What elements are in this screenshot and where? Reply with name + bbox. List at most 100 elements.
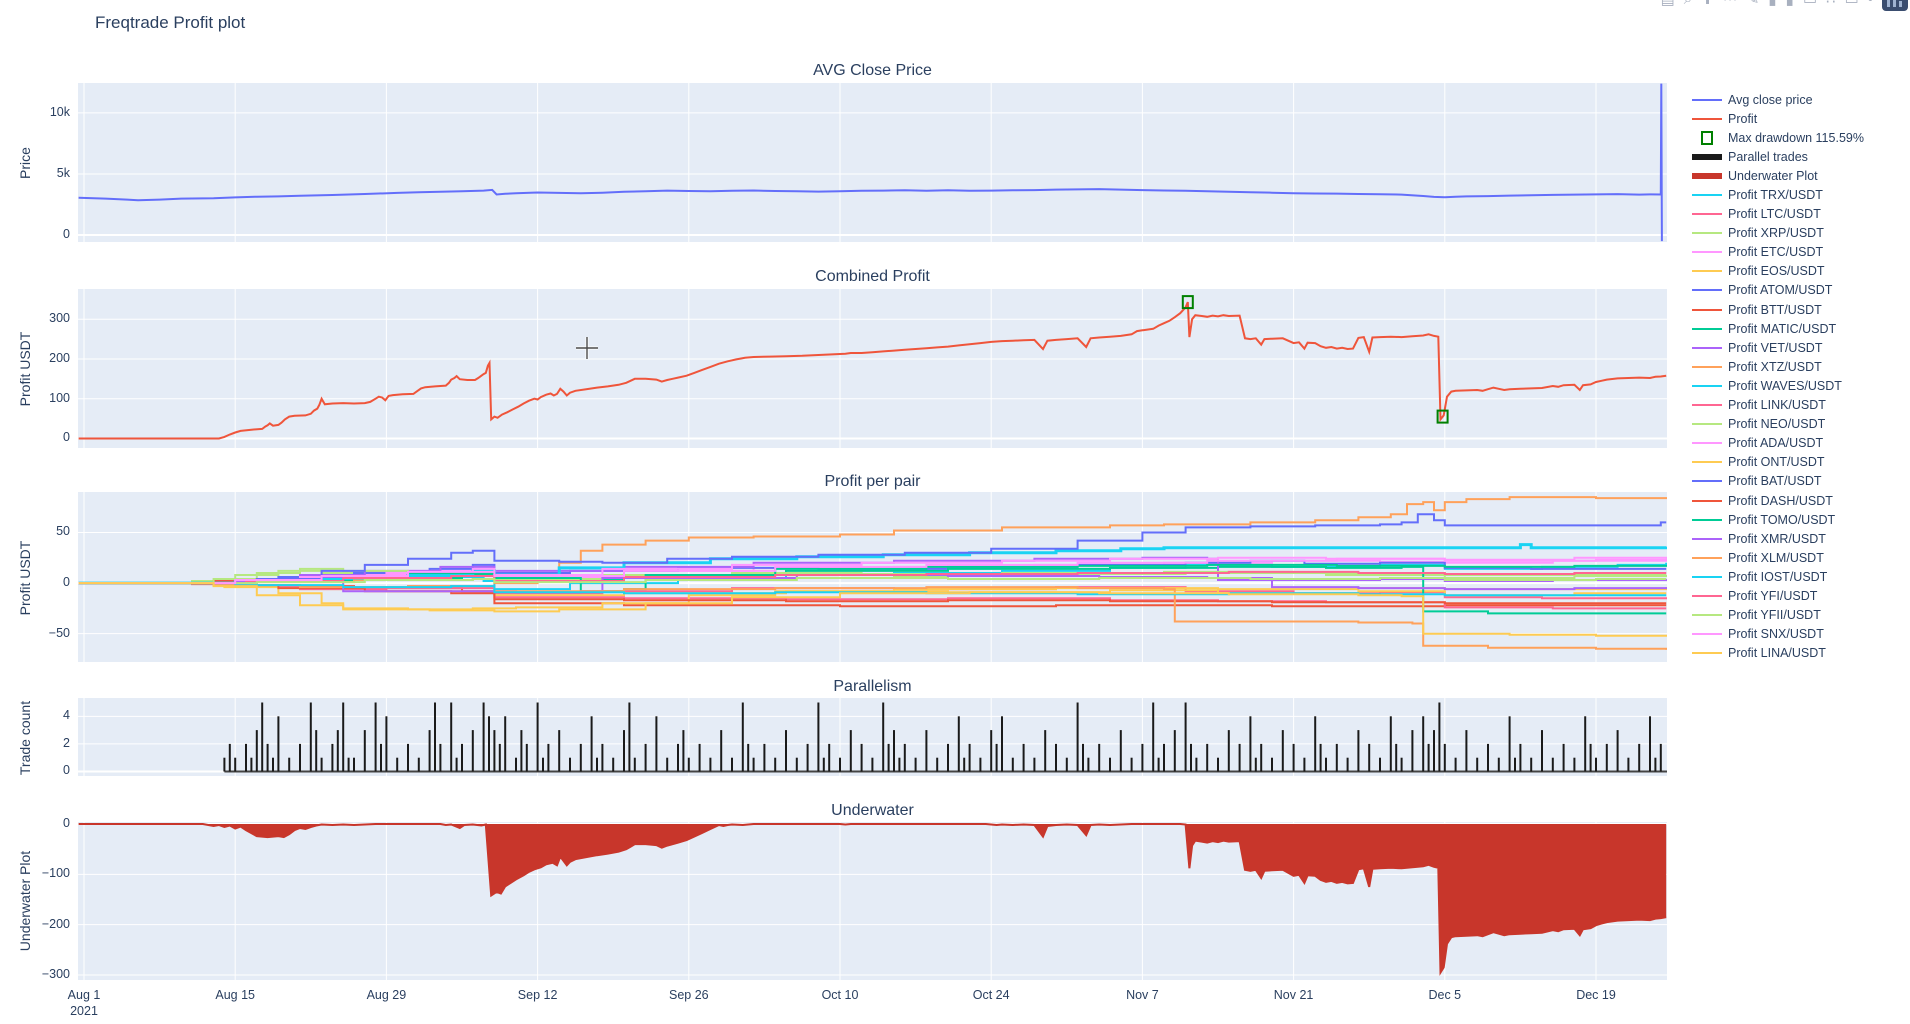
parallel-trades-bar [272, 757, 274, 772]
subplot-profit[interactable] [78, 289, 1667, 448]
legend-item[interactable]: Profit VET/USDT [1692, 338, 1864, 357]
parallel-trades-bar [1190, 743, 1192, 772]
pan-icon[interactable]: ✚ [1701, 0, 1714, 9]
legend-item-label: Profit VET/USDT [1728, 340, 1823, 355]
parallel-trades-bar [731, 757, 733, 772]
parallel-trades-bar [417, 757, 420, 772]
legend-item-label: Parallel trades [1728, 149, 1808, 164]
legend-swatch-icon [1692, 518, 1722, 521]
parallel-trades-bar [849, 730, 852, 772]
parallel-trades-bar [1443, 743, 1446, 772]
legend-item-label: Profit SNX/USDT [1728, 627, 1824, 642]
legend-item[interactable]: Profit IOST/USDT [1692, 567, 1864, 586]
parallel-trades-bar [887, 743, 890, 772]
legend-swatch-icon [1692, 404, 1722, 407]
ytick-profit: 0 [63, 430, 70, 445]
parallel-trades-bar [1589, 743, 1592, 772]
spikeline-icon[interactable]: ▭ [1845, 0, 1859, 9]
parallel-trades-bar [747, 743, 750, 772]
legend-item[interactable]: Max drawdown 115.59% [1692, 128, 1864, 147]
parallel-trades-bar [898, 757, 901, 772]
legend-swatch-icon [1692, 98, 1722, 101]
legend-item[interactable]: Profit WAVES/USDT [1692, 376, 1864, 395]
legend-item[interactable]: Profit XLM/USDT [1692, 548, 1864, 567]
legend-item[interactable]: Avg close price [1692, 90, 1864, 109]
parallel-trades-bar [1551, 757, 1554, 772]
parallel-trades-bar [569, 757, 571, 772]
legend-item[interactable]: Underwater Plot [1692, 166, 1864, 185]
legend-swatch-icon [1692, 117, 1722, 120]
subplot-avg[interactable] [78, 83, 1667, 242]
subplot-pairs[interactable] [78, 492, 1667, 662]
legend-swatch-icon [1692, 384, 1722, 387]
parallel-trades-bar [439, 743, 442, 772]
legend-item[interactable]: Profit LINK/USDT [1692, 396, 1864, 415]
lasso-icon[interactable]: ✎ [1747, 0, 1760, 9]
camera-icon[interactable]: ▤ [1661, 0, 1675, 9]
legend-item[interactable]: Profit MATIC/USDT [1692, 319, 1864, 338]
legend-item[interactable]: Profit DASH/USDT [1692, 491, 1864, 510]
parallel-trades-bar [1514, 757, 1516, 772]
xtick: Sep 12 [517, 988, 558, 1002]
parallel-trades-bar [579, 743, 582, 772]
legend-item[interactable]: Profit EOS/USDT [1692, 262, 1864, 281]
autoscale-icon[interactable]: ▭ [1803, 0, 1817, 9]
series-line-Avg close price [78, 83, 1663, 242]
legend-item[interactable]: Profit [1692, 109, 1864, 128]
legend-item[interactable]: Profit ADA/USDT [1692, 434, 1864, 453]
legend-item[interactable]: Profit ATOM/USDT [1692, 281, 1864, 300]
parallel-trades-bar [666, 757, 669, 772]
subplot-uw[interactable] [78, 822, 1667, 980]
legend-item[interactable]: Profit XMR/USDT [1692, 529, 1864, 548]
ytick-uw: −100 [41, 866, 70, 881]
parallel-trades-bar [228, 743, 231, 772]
zoom-in-icon[interactable]: ▮ [1768, 0, 1776, 9]
legend-item[interactable]: Profit YFII/USDT [1692, 606, 1864, 625]
legend-swatch-icon [1692, 442, 1722, 445]
parallel-trades-bar [1319, 743, 1322, 772]
legend-swatch-icon [1692, 556, 1722, 559]
subplot-para[interactable] [78, 698, 1667, 776]
legend-item[interactable]: Profit LINA/USDT [1692, 644, 1864, 663]
parallel-trades-bar [752, 757, 755, 772]
legend-item[interactable]: Profit ETC/USDT [1692, 243, 1864, 262]
parallel-trades-bar [250, 757, 253, 772]
parallel-trades-bar [525, 743, 528, 772]
ytick-uw: −300 [41, 966, 70, 981]
box-select-icon[interactable]: ⋯ [1723, 0, 1738, 9]
zoom-icon[interactable]: ⌕ [1684, 0, 1692, 9]
parallel-trades-bar [1530, 757, 1533, 772]
legend-item[interactable]: Profit BAT/USDT [1692, 472, 1864, 491]
reset-axes-icon[interactable]: ∷ [1826, 0, 1836, 9]
legend-swatch-icon [1692, 423, 1722, 426]
parallel-trades-bar [1562, 743, 1565, 772]
legend-item[interactable]: Profit SNX/USDT [1692, 625, 1864, 644]
legend-item[interactable]: Profit TRX/USDT [1692, 185, 1864, 204]
parallel-trades-bar [1163, 743, 1165, 772]
ytick-para: 4 [63, 708, 70, 723]
legend-item[interactable]: Profit ONT/USDT [1692, 453, 1864, 472]
parallel-trades-bar [1541, 730, 1543, 772]
legend-item[interactable]: Profit LTC/USDT [1692, 205, 1864, 224]
plotly-logo-icon[interactable] [1882, 0, 1908, 11]
parallel-trades-bar [1422, 716, 1425, 772]
ytick-avg: 5k [56, 165, 70, 180]
legend-item[interactable]: Profit TOMO/USDT [1692, 510, 1864, 529]
legend-item[interactable]: Profit YFI/USDT [1692, 586, 1864, 605]
parallel-trades-bar [709, 757, 712, 772]
legend-item[interactable]: Profit XTZ/USDT [1692, 357, 1864, 376]
legend-item[interactable]: Profit NEO/USDT [1692, 415, 1864, 434]
hover-icon[interactable]: • [1868, 0, 1873, 9]
legend-item[interactable]: Profit BTT/USDT [1692, 300, 1864, 319]
legend-item[interactable]: Parallel trades [1692, 147, 1864, 166]
parallel-trades-bar [1303, 757, 1306, 772]
parallel-trades-bar [628, 702, 631, 772]
legend-item[interactable]: Profit XRP/USDT [1692, 224, 1864, 243]
zoom-out-icon[interactable]: ▮ [1786, 0, 1794, 9]
parallel-trades-bar [1157, 757, 1160, 772]
legend-swatch-icon [1692, 251, 1722, 254]
parallel-trades-bar [1389, 716, 1392, 772]
parallel-trades-bar [1476, 757, 1479, 772]
series-line-Profit YFII/USDT [78, 577, 1667, 585]
parallel-trades-bar [1395, 743, 1398, 772]
